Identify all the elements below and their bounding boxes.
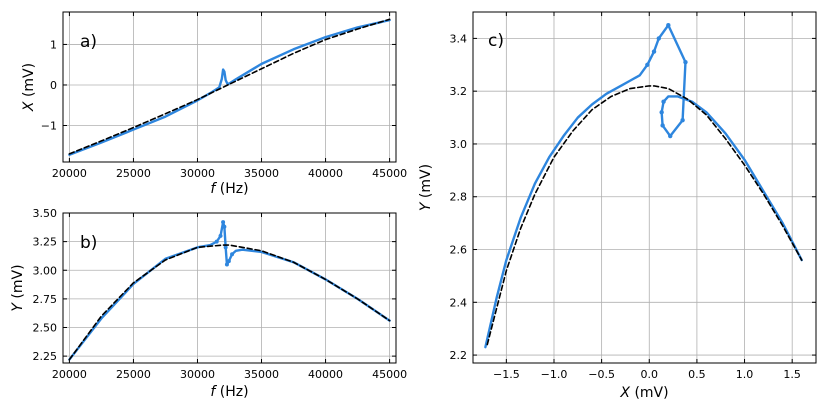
x-tick-label: 30000	[180, 167, 215, 180]
y-tick-label: 3.2	[450, 85, 468, 98]
panel-label: c)	[488, 31, 504, 51]
data-point	[668, 133, 673, 139]
y-tick-label: 2.75	[33, 293, 58, 306]
x-tick-label: 1.5	[783, 368, 801, 381]
data-point	[223, 245, 228, 250]
measured-series-line	[68, 220, 391, 361]
x-tick-label: 40000	[308, 368, 343, 381]
x-tick-label: 0.0	[641, 368, 659, 381]
x-tick-label: 20000	[52, 368, 87, 381]
x-tick-label: 35000	[244, 368, 279, 381]
x-tick-label: 25000	[116, 368, 151, 381]
y-axis-label: X (mV)	[21, 63, 37, 112]
y-tick-label: 3.25	[33, 236, 58, 249]
model-series-line	[486, 85, 803, 346]
x-tick-label: 45000	[372, 368, 407, 381]
y-tick-label: 2.25	[33, 350, 58, 363]
data-point	[222, 224, 227, 229]
data-point	[651, 49, 657, 54]
panel-label: a)	[80, 32, 97, 52]
plot-frame	[62, 11, 397, 163]
data-point	[218, 233, 223, 238]
plot-frame	[472, 11, 817, 364]
y-tick-label: 1	[50, 38, 57, 51]
y-tick-label: 2.8	[450, 191, 468, 204]
model-series-line	[68, 18, 391, 155]
x-tick-label: 1.0	[736, 368, 754, 381]
data-point	[645, 62, 650, 67]
x-tick-label: 40000	[308, 167, 343, 180]
data-point	[214, 239, 219, 244]
y-tick-label: 2.2	[450, 349, 468, 362]
x-tick-label: −1.0	[541, 368, 568, 381]
panel-label: b)	[80, 233, 97, 253]
y-tick-label: 3.00	[33, 264, 58, 277]
y-tick-label: 0	[50, 79, 57, 92]
data-point	[683, 59, 688, 65]
y-tick-label: 2.4	[450, 296, 468, 309]
y-tick-label: 3.0	[450, 138, 468, 151]
x-axis-label: f (Hz)	[210, 181, 248, 197]
data-point	[230, 252, 235, 257]
measured-series-line	[484, 24, 803, 349]
x-axis-label: f (Hz)	[210, 384, 248, 400]
y-tick-label: 3.4	[450, 32, 468, 45]
y-axis-label: Y (mV)	[418, 164, 434, 211]
x-tick-label: 25000	[116, 167, 151, 180]
data-point	[666, 22, 671, 28]
chart-panel-b: 20000 25000 30000 35000 40000 45000 2.25 2.50 2.…	[10, 207, 407, 400]
data-point	[221, 220, 226, 225]
x-tick-label: 20000	[52, 167, 87, 180]
data-point	[224, 262, 229, 267]
data-point	[226, 259, 231, 264]
measured-series-line	[68, 18, 391, 156]
x-tick-label: 30000	[180, 368, 215, 381]
plot-frame	[62, 212, 397, 364]
data-point	[660, 123, 665, 128]
y-axis-label: Y (mV)	[10, 264, 26, 311]
x-tick-label: −0.5	[588, 368, 615, 381]
y-tick-label: 2.6	[450, 244, 468, 257]
chart-panel-a: 20000 25000 30000 35000 40000 45000 −1 0 1 f (Hz)…	[21, 11, 407, 197]
x-tick-label: −1.5	[493, 368, 520, 381]
data-point	[661, 99, 666, 104]
y-tick-label: −1	[41, 120, 57, 133]
y-tick-label: 2.50	[33, 322, 58, 335]
y-tick-label: 3.50	[33, 207, 58, 220]
x-tick-label: 45000	[372, 167, 407, 180]
x-tick-label: 35000	[244, 167, 279, 180]
data-point	[680, 118, 685, 123]
x-tick-label: 0.5	[688, 368, 706, 381]
chart-panel-c: −1.5 −1.0 −0.5 0.0 0.5 1.0 1.5 2.2 2.4 2.6 2.8 3.0 3…	[418, 11, 817, 401]
data-point	[656, 36, 661, 41]
data-point	[659, 110, 664, 115]
model-series-line	[68, 244, 391, 361]
x-axis-label: X (mV)	[619, 385, 668, 401]
